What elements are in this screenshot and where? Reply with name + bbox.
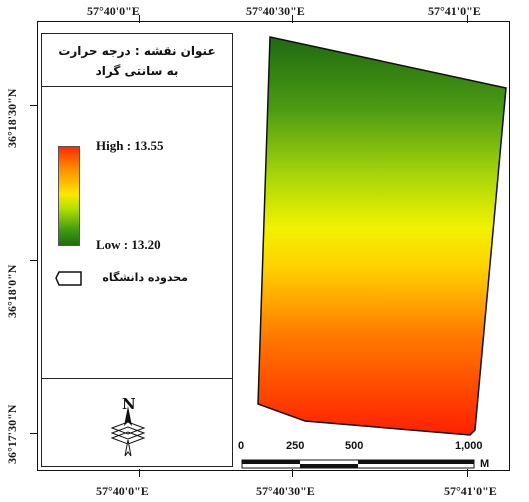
tick-left-2 <box>30 260 38 261</box>
tick-bottom-2 <box>292 469 293 477</box>
legend-title-line1: عنوان نقشه : درجه حرارت <box>58 44 216 58</box>
north-letter: N <box>122 396 136 413</box>
low-label: Low : 13.20 <box>96 237 161 252</box>
coord-top-2: 57°40'30"E <box>246 4 305 18</box>
high-label: High : 13.55 <box>96 138 164 153</box>
coord-bottom-2: 57°40'30"E <box>256 484 315 498</box>
tick-bottom-1 <box>139 469 140 477</box>
coord-top-3: 57°41'0"E <box>428 4 481 18</box>
coord-bottom-1: 57°40'0"E <box>96 484 149 498</box>
map-frame <box>37 21 510 471</box>
scale-tick-1000: 1,000 <box>455 440 483 452</box>
boundary-symbol-icon <box>55 271 82 286</box>
university-boundary-polygon <box>257 36 507 436</box>
legend-title-line2: به سانتی گراد <box>95 64 179 78</box>
scale-tick-500: 500 <box>345 440 364 452</box>
legend-panel <box>41 33 233 467</box>
scale-tick-250: 250 <box>286 440 305 452</box>
tick-left-3 <box>30 433 38 434</box>
north-arrow-icon: N <box>110 396 146 457</box>
tick-top-2 <box>292 15 293 23</box>
tick-top-1 <box>139 15 140 23</box>
color-ramp <box>58 146 80 246</box>
scale-bar <box>241 459 475 469</box>
legend-divider-top <box>41 86 233 87</box>
scale-unit: M <box>480 458 490 470</box>
scale-tick-0: 0 <box>238 440 245 452</box>
tick-bottom-3 <box>467 469 468 477</box>
coord-bottom-3: 57°41'0"E <box>444 484 497 498</box>
coord-top-1: 57°40'0"E <box>87 4 140 18</box>
tick-left-1 <box>30 105 38 106</box>
legend-divider <box>41 378 233 379</box>
boundary-label: محدوده دانشگاه <box>102 271 188 284</box>
tick-top-3 <box>467 15 468 23</box>
